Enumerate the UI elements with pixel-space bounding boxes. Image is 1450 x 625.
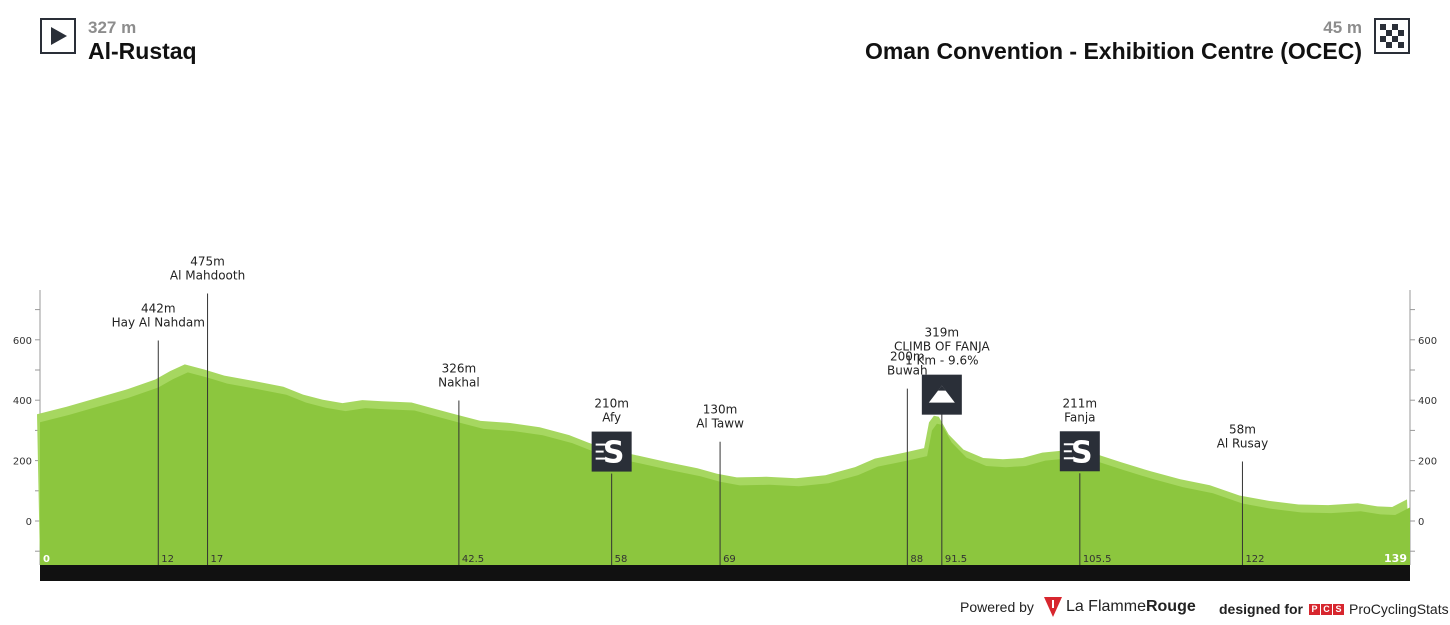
la-flamme-rouge-brand: La FlammeRouge [1065, 598, 1196, 615]
sprint-icon: S [591, 431, 632, 472]
start-info: 327 m Al-Rustaq [88, 18, 197, 64]
designed-for-label: designed for [1219, 601, 1304, 617]
svg-text:S: S [1071, 435, 1093, 470]
marker-climb-detail: 1 Km - 9.6% [905, 354, 978, 368]
marker-km-label: 17 [211, 554, 224, 565]
mountain-icon [921, 374, 962, 415]
marker-altitude: 475m [190, 255, 225, 269]
start-location: Al-Rustaq [88, 38, 197, 64]
marker-altitude: 58m [1229, 422, 1256, 436]
marker-km-label: 105.5 [1083, 554, 1112, 565]
marker-name: Al Rusay [1217, 436, 1268, 450]
finish-header: 45 m Oman Convention - Exhibition Centre… [865, 18, 1410, 64]
marker-km-label: 122 [1245, 554, 1264, 565]
marker-name: Afy [602, 411, 621, 425]
distance-bar [40, 565, 1410, 581]
marker-name: Fanja [1064, 410, 1095, 424]
y-tick-label-left: 400 [13, 396, 32, 407]
marker-name: Al Mahdooth [170, 269, 245, 283]
powered-by: Powered by La FlammeRouge [960, 597, 1196, 617]
y-tick-label-left: 0 [26, 517, 32, 528]
marker-name: CLIMB OF FANJA [894, 340, 990, 354]
start-altitude: 327 m [88, 18, 137, 37]
y-tick-label-right: 0 [1418, 517, 1424, 528]
marker-km-label: 12 [161, 554, 174, 565]
marker-name: Buwah [887, 364, 928, 378]
y-tick-label-left: 200 [13, 457, 32, 468]
play-icon [40, 18, 76, 54]
marker-name: Al Taww [696, 417, 744, 431]
marker-name: Hay Al Nahdam [112, 316, 205, 330]
finish-altitude: 45 m [1323, 18, 1362, 37]
y-tick-label-right: 200 [1418, 457, 1437, 468]
start-header: 327 m Al-Rustaq [40, 18, 197, 64]
marker-altitude: 326m [442, 362, 477, 376]
marker-altitude: 442m [141, 302, 176, 316]
powered-by-label: Powered by [960, 599, 1034, 615]
checkered-flag-icon [1374, 18, 1410, 54]
la-flamme-rouge-logo-icon [1043, 597, 1062, 617]
y-tick-label-right: 400 [1418, 396, 1437, 407]
svg-text:S: S [603, 436, 625, 471]
y-tick-label-left: 600 [13, 336, 32, 347]
marker-altitude: 210m [594, 397, 629, 411]
marker-km-label: 88 [910, 554, 923, 565]
marker-km-label: 42.5 [462, 554, 484, 565]
sprint-icon: S [1059, 431, 1100, 472]
marker-altitude: 130m [703, 403, 738, 417]
procyclingstats-name: ProCyclingStats [1349, 601, 1449, 617]
marker-altitude: 200m [890, 350, 925, 364]
km-end-label: 139 [1384, 552, 1407, 565]
y-tick-label-right: 600 [1418, 336, 1437, 347]
marker-name: Nakhal [438, 376, 480, 390]
finish-info: 45 m Oman Convention - Exhibition Centre… [865, 18, 1362, 64]
marker-km-label: 58 [615, 554, 628, 565]
marker-altitude: 319m [925, 326, 960, 340]
terrain-area [40, 372, 1410, 565]
finish-location: Oman Convention - Exhibition Centre (OCE… [864, 38, 1362, 64]
km-start-label: 0 [43, 554, 50, 565]
marker-altitude: 211m [1063, 396, 1098, 410]
marker-km-label: 69 [723, 554, 736, 565]
marker-km-label: 91.5 [945, 554, 967, 565]
